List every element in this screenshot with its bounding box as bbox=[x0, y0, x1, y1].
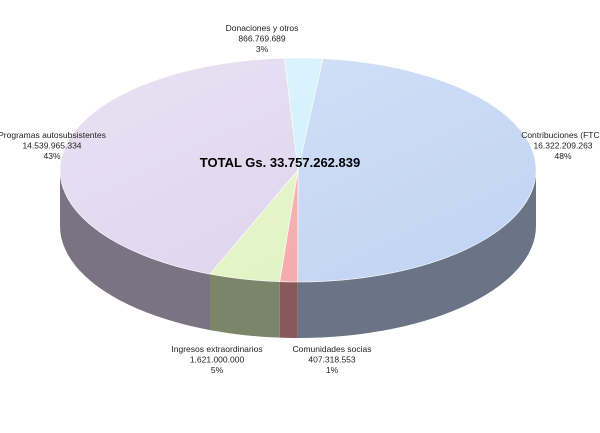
slice-side-ingresos-extraordinarios bbox=[210, 274, 280, 338]
slice-label-percent-text: 5% bbox=[211, 365, 224, 375]
slice-label-name: Comunidades socias bbox=[293, 344, 372, 354]
pie-sides bbox=[60, 170, 536, 338]
slice-side-programas-autosubsistentes bbox=[60, 170, 211, 331]
slice-label-name: Ingresos extraordinarios bbox=[171, 344, 262, 354]
slice-label-value-text: 1.621.000.000 bbox=[190, 355, 245, 365]
slice-labels: Contribuciones (FTC )16.322.209.26348%Co… bbox=[0, 23, 600, 375]
slice-label-name: Programas autosubsistentes bbox=[0, 130, 106, 140]
pie-gloss bbox=[60, 58, 536, 282]
slice-label-value-text: 14.539.965.334 bbox=[22, 141, 81, 151]
slice-label-value-text: 866.769.689 bbox=[238, 34, 286, 44]
pie-slices bbox=[59, 57, 537, 283]
slice-side-contribuciones-ftc bbox=[297, 170, 536, 338]
slice-label-name: Contribuciones (FTC ) bbox=[521, 130, 600, 140]
slice-label-percent-text: 48% bbox=[554, 151, 571, 161]
slice-label-name: Donaciones y otros bbox=[226, 23, 299, 33]
slice-label-value-text: 407.318.553 bbox=[308, 355, 356, 365]
slice-label-percent-text: 43% bbox=[43, 151, 60, 161]
slice-label-percent-text: 3% bbox=[256, 44, 269, 54]
total-annotation: TOTAL Gs. 33.757.262.839 bbox=[200, 155, 360, 170]
slice-side-comunidades-socias bbox=[279, 281, 298, 338]
slice-label-percent-text: 1% bbox=[326, 365, 339, 375]
slice-label-value-text: 16.322.209.263 bbox=[533, 141, 592, 151]
slice-label-programas-autosubsistentes: Programas autosubsistentes14.539.965.334… bbox=[0, 130, 106, 161]
